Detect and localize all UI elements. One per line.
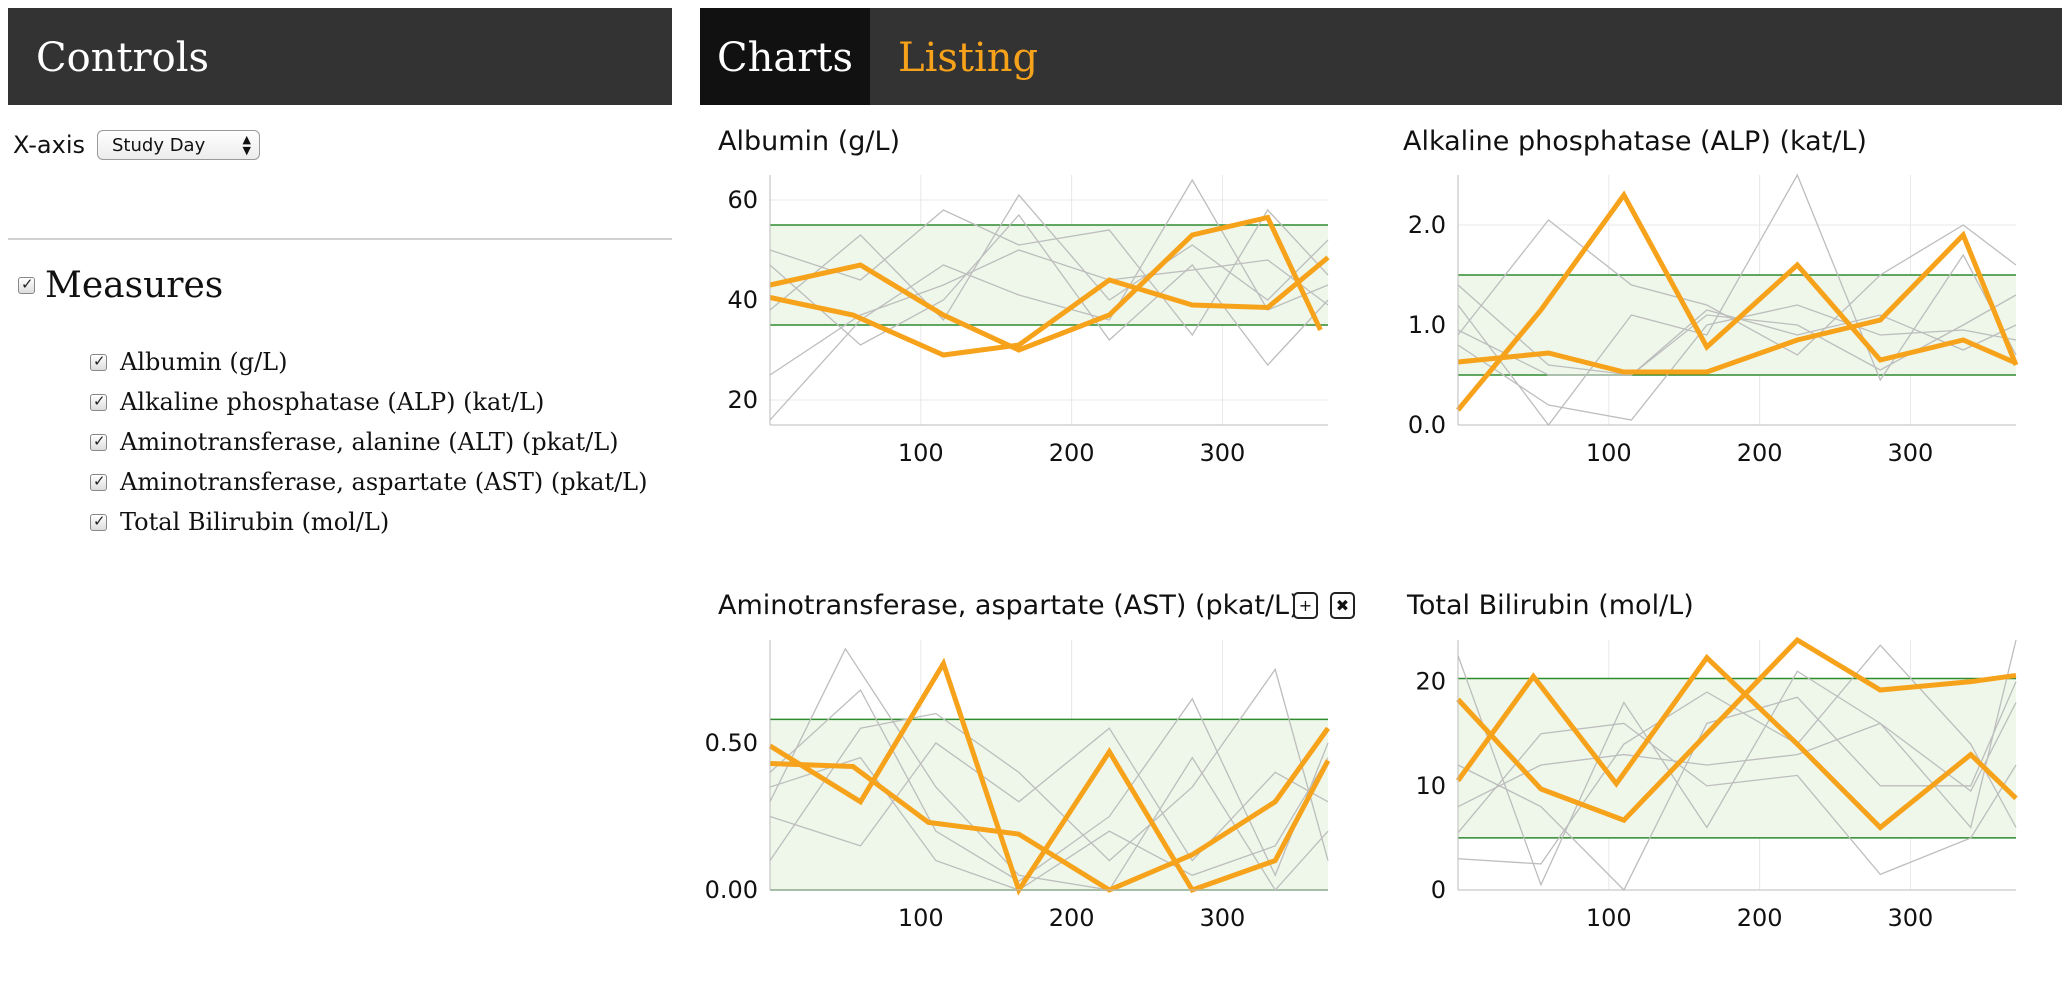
chart-albumin: 100 200 300 20 40 60: [727, 175, 1330, 467]
measure-label: Alkaline phosphatase (ALP) (kat/L): [120, 388, 545, 416]
background-series-line: [1457, 722, 2017, 876]
highlight-series-line: [769, 726, 1331, 893]
background-series-line: [1457, 639, 2017, 887]
measure-item-ast[interactable]: ✓ Aminotransferase, aspartate (AST) (pka…: [90, 462, 647, 502]
highlight-series-line: [769, 214, 1323, 353]
y-tick-label: 60: [727, 186, 758, 214]
x-tick-label: 300: [1888, 904, 1934, 932]
checkmark-icon: ✓: [93, 511, 106, 530]
background-series-line: [1457, 173, 2017, 427]
measures-title: Measures: [45, 265, 224, 306]
chart-title-alp: Alkaline phosphatase (ALP) (kat/L): [1403, 126, 1867, 157]
measure-checkbox[interactable]: ✓: [90, 431, 107, 451]
checkmark-icon: ✓: [93, 431, 106, 450]
background-series-line: [769, 249, 1329, 376]
background-series-line: [1457, 304, 2017, 421]
checkmark-icon: ✓: [93, 351, 106, 370]
tab-listing[interactable]: Listing: [898, 35, 1039, 81]
xaxis-select-value: Study Day: [112, 134, 206, 156]
chart-bilirubin: 100 200 300 0 10 20: [1415, 636, 2018, 932]
measures-list: ✓ Albumin (g/L) ✓ Alkaline phosphatase (…: [90, 342, 647, 542]
remove-button[interactable]: ✖: [1330, 592, 1355, 619]
chart-alp: 100 200 300 0.0 1.0 2.0: [1408, 173, 2019, 467]
checkmark-icon: ✓: [21, 275, 34, 293]
x-tick-label: 200: [1049, 439, 1095, 467]
y-tick-label: 20: [727, 386, 758, 414]
y-tick-label: 0.50: [705, 729, 758, 757]
normal-range-band: [770, 719, 1328, 890]
background-series-line: [769, 213, 1329, 367]
chart-title-bilirubin: Total Bilirubin (mol/L): [1407, 590, 1694, 621]
measure-item-albumin[interactable]: ✓ Albumin (g/L): [90, 342, 647, 382]
x-tick-label: 100: [1586, 904, 1632, 932]
background-series-line: [1457, 219, 2017, 356]
x-tick-label: 100: [898, 904, 944, 932]
measure-label: Aminotransferase, alanine (ALT) (pkat/L): [120, 428, 619, 456]
background-series-line: [1457, 644, 2017, 865]
measure-checkbox[interactable]: ✓: [90, 391, 107, 411]
checkmark-icon: ✓: [93, 471, 106, 490]
controls-header: Controls: [8, 8, 672, 105]
y-tick-label: 2.0: [1408, 211, 1446, 239]
x-tick-label: 200: [1049, 904, 1095, 932]
y-tick-label: 0: [1431, 876, 1446, 904]
x-tick-label: 300: [1888, 439, 1934, 467]
main-header: Charts Listing: [700, 8, 2062, 105]
highlight-series-line: [1455, 653, 2018, 831]
background-series-line: [1457, 702, 2017, 808]
highlight-series-line: [1456, 636, 2017, 824]
highlight-series-line: [1456, 190, 2017, 412]
add-button[interactable]: +: [1293, 592, 1318, 619]
measure-label: Aminotransferase, aspartate (AST) (pkat/…: [120, 468, 648, 496]
background-series-line: [769, 193, 1329, 322]
chart-title-ast: Aminotransferase, aspartate (AST) (pkat/…: [718, 590, 1300, 621]
measure-label: Total Bilirubin (mol/L): [120, 508, 390, 536]
y-tick-label: 0.00: [705, 876, 758, 904]
background-series-line: [769, 208, 1329, 337]
background-series-line: [769, 688, 1329, 882]
highlight-series-line: [768, 657, 1331, 896]
background-series-line: [769, 178, 1329, 421]
y-tick-label: 40: [727, 286, 758, 314]
xaxis-label: X-axis: [13, 131, 85, 159]
background-series-line: [1457, 284, 2017, 376]
measure-item-alp[interactable]: ✓ Alkaline phosphatase (ALP) (kat/L): [90, 382, 647, 422]
background-series-line: [769, 727, 1329, 862]
checkmark-icon: ✓: [93, 391, 106, 410]
y-tick-label: 0.0: [1408, 411, 1446, 439]
measure-item-bilirubin[interactable]: ✓ Total Bilirubin (mol/L): [90, 502, 647, 542]
y-tick-label: 10: [1415, 772, 1446, 800]
highlight-series-line: [769, 255, 1330, 358]
measures-header: ✓ Measures: [18, 265, 223, 306]
xaxis-control: X-axis Study Day ▲ ▼: [13, 128, 260, 162]
controls-divider: [8, 238, 672, 240]
measure-checkbox[interactable]: ✓: [90, 471, 107, 491]
xaxis-select[interactable]: Study Day ▲ ▼: [97, 130, 260, 160]
tab-charts[interactable]: Charts: [700, 8, 870, 105]
controls-title: Controls: [36, 35, 210, 81]
highlight-series-line: [1457, 230, 2019, 375]
y-tick-label: 20: [1415, 668, 1446, 696]
x-tick-label: 200: [1737, 904, 1783, 932]
select-arrows-icon: ▲ ▼: [242, 133, 251, 157]
y-tick-label: 1.0: [1408, 311, 1446, 339]
normal-range-band: [1458, 275, 2016, 375]
x-tick-label: 100: [1586, 439, 1632, 467]
measure-label: Albumin (g/L): [120, 348, 288, 376]
x-tick-label: 100: [898, 439, 944, 467]
chart-title-albumin: Albumin (g/L): [718, 126, 901, 157]
measures-all-checkbox[interactable]: ✓: [18, 275, 35, 294]
x-tick-label: 200: [1737, 439, 1783, 467]
x-tick-label: 300: [1200, 904, 1246, 932]
chart-ast: 100 200 300 0.00 0.50: [705, 640, 1331, 932]
measure-item-alt[interactable]: ✓ Aminotransferase, alanine (ALT) (pkat/…: [90, 422, 647, 462]
background-series-line: [1457, 681, 2017, 892]
measure-checkbox[interactable]: ✓: [90, 351, 107, 371]
x-tick-label: 300: [1200, 439, 1246, 467]
measure-checkbox[interactable]: ✓: [90, 511, 107, 531]
